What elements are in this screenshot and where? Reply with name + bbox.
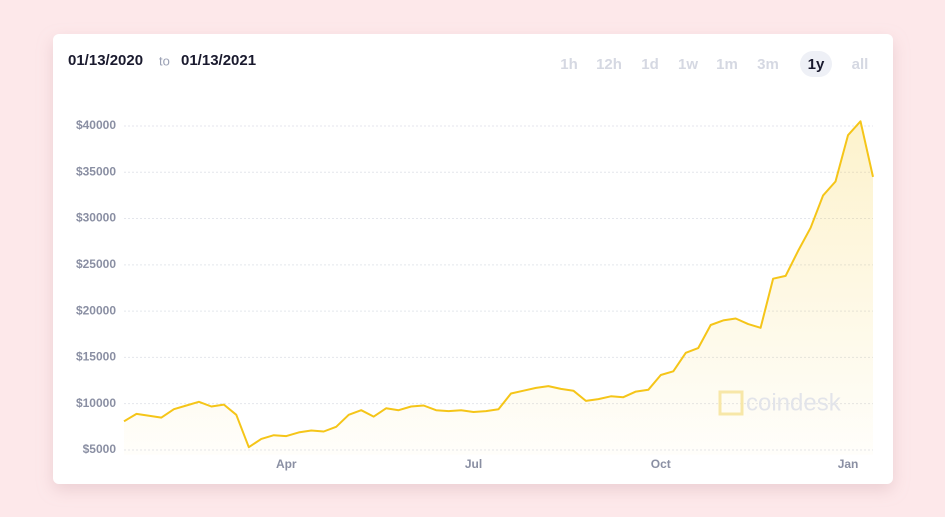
watermark: coindesk (718, 389, 842, 416)
range-button[interactable]: 1w (678, 56, 698, 73)
range-button[interactable]: 1m (716, 56, 738, 73)
range-button[interactable]: all (852, 56, 869, 73)
y-tick-label: $40000 (76, 118, 116, 132)
x-tick-label: Jul (465, 457, 482, 471)
date-joiner: to (159, 53, 170, 68)
x-tick-label: Apr (276, 457, 297, 471)
range-button-bg (800, 51, 832, 77)
y-tick-label: $30000 (76, 211, 116, 225)
range-button[interactable]: 1d (641, 56, 659, 73)
y-tick-label: $15000 (76, 350, 116, 364)
watermark-icon (718, 390, 744, 416)
date-from: 01/13/2020 (68, 52, 143, 69)
y-tick-label: $25000 (76, 257, 116, 271)
y-tick-label: $10000 (76, 396, 116, 410)
range-button[interactable]: 3m (757, 56, 779, 73)
range-button[interactable]: 12h (596, 56, 622, 73)
y-tick-label: $20000 (76, 303, 116, 317)
y-tick-label: $35000 (76, 164, 116, 178)
date-to: 01/13/2021 (181, 52, 256, 69)
range-button[interactable]: 1h (560, 56, 578, 73)
watermark-text: coindesk (746, 389, 842, 416)
price-line (123, 120, 874, 449)
x-tick-label: Oct (651, 457, 671, 471)
area (124, 121, 873, 455)
x-tick-label: Jan (838, 457, 859, 471)
y-tick-label: $5000 (83, 442, 117, 456)
range-button[interactable]: 1y (808, 56, 825, 73)
